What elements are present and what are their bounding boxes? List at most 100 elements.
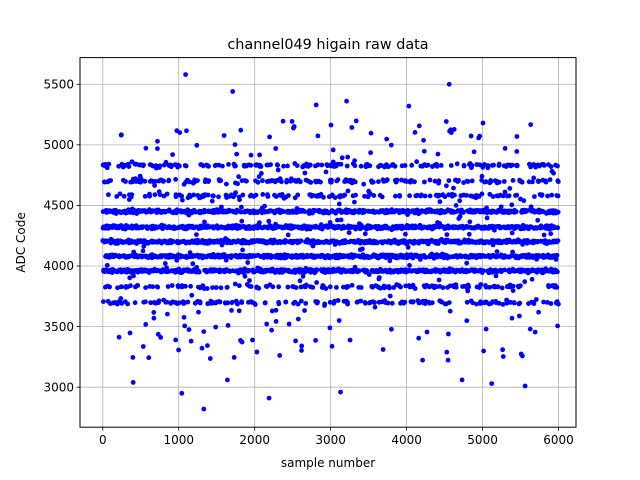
- data-point: [529, 276, 535, 282]
- data-point: [498, 204, 504, 210]
- data-point: [176, 300, 182, 306]
- data-point: [338, 161, 344, 167]
- data-point: [303, 301, 309, 306]
- data-point: [410, 299, 416, 305]
- data-point: [444, 183, 449, 189]
- data-point: [218, 285, 224, 291]
- data-point: [250, 337, 255, 343]
- data-point: [353, 192, 358, 198]
- data-point: [150, 284, 156, 290]
- data-point: [471, 149, 477, 155]
- data-point: [323, 286, 329, 291]
- data-point: [315, 133, 321, 139]
- data-point: [286, 321, 292, 327]
- data-point: [549, 192, 555, 198]
- data-point: [239, 204, 244, 210]
- data-point: [314, 280, 319, 285]
- data-point: [327, 299, 333, 305]
- data-point: [521, 198, 527, 204]
- data-point: [202, 219, 207, 225]
- data-point: [517, 238, 523, 244]
- data-point: [380, 347, 386, 352]
- data-point: [152, 192, 158, 198]
- data-point: [218, 178, 224, 184]
- data-point: [165, 311, 170, 317]
- data-point: [235, 181, 241, 187]
- data-point: [225, 323, 231, 328]
- data-point: [533, 297, 539, 302]
- data-point: [152, 179, 158, 184]
- data-point: [135, 283, 141, 288]
- y-tick-label: 4000: [43, 259, 74, 273]
- data-point: [388, 142, 394, 148]
- data-point: [448, 163, 454, 168]
- data-point: [446, 300, 452, 305]
- data-point: [285, 232, 291, 238]
- data-point: [157, 163, 163, 169]
- data-point: [329, 343, 335, 349]
- data-point: [190, 261, 196, 267]
- x-tick-label: 2000: [239, 433, 270, 447]
- data-point: [466, 284, 472, 290]
- data-point: [240, 192, 246, 198]
- data-point: [551, 170, 556, 176]
- data-point: [327, 284, 333, 290]
- data-point: [164, 191, 170, 197]
- data-point: [389, 326, 394, 332]
- data-point: [392, 163, 398, 169]
- data-point: [142, 193, 148, 199]
- data-point: [416, 123, 422, 129]
- data-point: [335, 177, 341, 183]
- data-point: [345, 301, 350, 307]
- data-point: [367, 163, 373, 169]
- data-point: [229, 299, 235, 305]
- data-point: [248, 163, 254, 168]
- data-point: [173, 337, 179, 343]
- data-point: [342, 192, 348, 198]
- data-point: [266, 218, 272, 224]
- data-point: [493, 273, 499, 279]
- data-point: [101, 299, 106, 304]
- data-point: [119, 132, 124, 138]
- data-point: [232, 142, 238, 148]
- data-point: [170, 152, 176, 158]
- data-point: [352, 179, 358, 185]
- data-point: [275, 162, 280, 168]
- data-point: [514, 192, 520, 198]
- data-point: [510, 178, 516, 183]
- data-point: [541, 232, 547, 238]
- data-point: [270, 284, 276, 290]
- data-point: [248, 152, 254, 158]
- data-point: [387, 293, 393, 299]
- x-axis-label: sample number: [281, 456, 375, 470]
- data-point: [298, 298, 304, 304]
- x-tick-label: 6000: [543, 433, 574, 447]
- data-point: [323, 169, 329, 175]
- data-point: [277, 353, 283, 358]
- data-point: [437, 199, 443, 205]
- data-point: [477, 133, 483, 139]
- data-point: [118, 296, 124, 301]
- data-point: [514, 149, 520, 154]
- data-point: [156, 298, 162, 304]
- data-point: [130, 355, 136, 360]
- data-point: [246, 268, 252, 273]
- x-tick-label: 0: [99, 433, 107, 447]
- data-point: [436, 277, 442, 283]
- data-point: [432, 178, 438, 184]
- data-point: [347, 337, 353, 343]
- data-point: [352, 158, 357, 164]
- data-point: [367, 191, 373, 196]
- data-point: [446, 331, 451, 337]
- data-point: [286, 193, 291, 198]
- data-point: [478, 282, 484, 287]
- data-point: [372, 300, 377, 305]
- data-point: [327, 325, 333, 331]
- data-point: [424, 329, 430, 335]
- data-point: [126, 164, 132, 170]
- data-point: [510, 249, 515, 255]
- data-point: [119, 284, 124, 290]
- data-point: [509, 202, 515, 208]
- data-point: [188, 283, 194, 289]
- data-point: [315, 299, 320, 305]
